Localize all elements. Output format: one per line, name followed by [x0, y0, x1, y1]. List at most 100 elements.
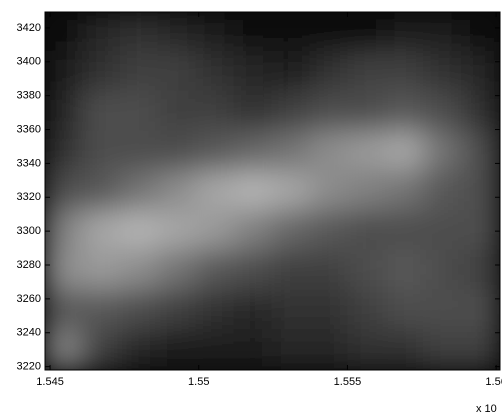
cell — [44, 329, 84, 371]
cell — [272, 250, 312, 292]
cell — [309, 51, 349, 93]
cell — [309, 91, 349, 133]
cell — [158, 329, 198, 371]
cell — [158, 210, 198, 252]
cell — [196, 91, 236, 133]
cell — [347, 170, 387, 212]
chart: 3220324032603280330033203340336033803400… — [0, 0, 502, 416]
cell — [461, 91, 501, 133]
cell — [423, 329, 463, 371]
cell — [82, 170, 122, 212]
y-tick-label: 3260 — [17, 293, 41, 305]
cell — [385, 130, 425, 172]
x-tick-label: 1.555 — [334, 376, 362, 388]
cell — [461, 130, 501, 172]
y-tick-label: 3280 — [17, 259, 41, 271]
y-tick-label: 3220 — [17, 361, 41, 373]
cell — [347, 210, 387, 252]
cell — [347, 250, 387, 292]
cell — [44, 250, 84, 292]
cell — [347, 329, 387, 371]
y-tick-label: 3420 — [17, 22, 41, 34]
cell — [196, 210, 236, 252]
cell — [234, 289, 274, 331]
cell — [234, 210, 274, 252]
cell — [309, 250, 349, 292]
cell — [234, 329, 274, 371]
cell — [120, 170, 160, 212]
cell — [82, 130, 122, 172]
cell — [385, 170, 425, 212]
cell — [309, 210, 349, 252]
cell — [82, 329, 122, 371]
cell — [158, 289, 198, 331]
cell — [423, 130, 463, 172]
cell — [385, 289, 425, 331]
cell — [158, 91, 198, 133]
y-tick-label: 3360 — [17, 123, 41, 135]
cell — [234, 170, 274, 212]
cell — [234, 51, 274, 93]
cell — [423, 289, 463, 331]
cell — [82, 289, 122, 331]
cell — [120, 250, 160, 292]
cell — [385, 91, 425, 133]
cell — [347, 289, 387, 331]
cell — [461, 250, 501, 292]
cell — [158, 51, 198, 93]
cell — [120, 329, 160, 371]
cell — [158, 250, 198, 292]
cell — [461, 51, 501, 93]
cell — [461, 11, 501, 53]
cell — [120, 11, 160, 53]
cell — [196, 329, 236, 371]
cell — [461, 329, 501, 371]
cell — [196, 51, 236, 93]
cell — [44, 91, 84, 133]
cell — [158, 130, 198, 172]
cell — [347, 91, 387, 133]
cell — [82, 51, 122, 93]
x-tick-label: 1.545 — [36, 376, 64, 388]
cell — [385, 210, 425, 252]
y-tick-label: 3340 — [17, 157, 41, 169]
cell — [234, 250, 274, 292]
cell — [196, 289, 236, 331]
cell — [272, 170, 312, 212]
cell — [347, 11, 387, 53]
cell — [272, 329, 312, 371]
cell — [44, 170, 84, 212]
cell — [272, 289, 312, 331]
cell — [120, 130, 160, 172]
cell — [272, 210, 312, 252]
cell — [272, 130, 312, 172]
cell — [82, 210, 122, 252]
cell — [309, 130, 349, 172]
cell — [272, 11, 312, 53]
cell — [461, 170, 501, 212]
x-tick-label: 1.55 — [188, 376, 209, 388]
cell — [272, 51, 312, 93]
cell — [423, 51, 463, 93]
cell — [309, 289, 349, 331]
y-tick-label: 3300 — [17, 225, 41, 237]
cell — [158, 170, 198, 212]
cell — [423, 210, 463, 252]
cell — [120, 289, 160, 331]
cell — [234, 11, 274, 53]
cell — [82, 91, 122, 133]
cell — [309, 329, 349, 371]
cell — [120, 51, 160, 93]
heatmap — [44, 11, 501, 371]
cell — [309, 170, 349, 212]
cell — [44, 11, 84, 53]
cell — [44, 130, 84, 172]
cell — [272, 91, 312, 133]
cell — [423, 250, 463, 292]
y-tick-label: 3240 — [17, 327, 41, 339]
cell — [347, 51, 387, 93]
cell — [423, 170, 463, 212]
cell — [385, 11, 425, 53]
y-tick-label: 3320 — [17, 191, 41, 203]
cell — [461, 289, 501, 331]
